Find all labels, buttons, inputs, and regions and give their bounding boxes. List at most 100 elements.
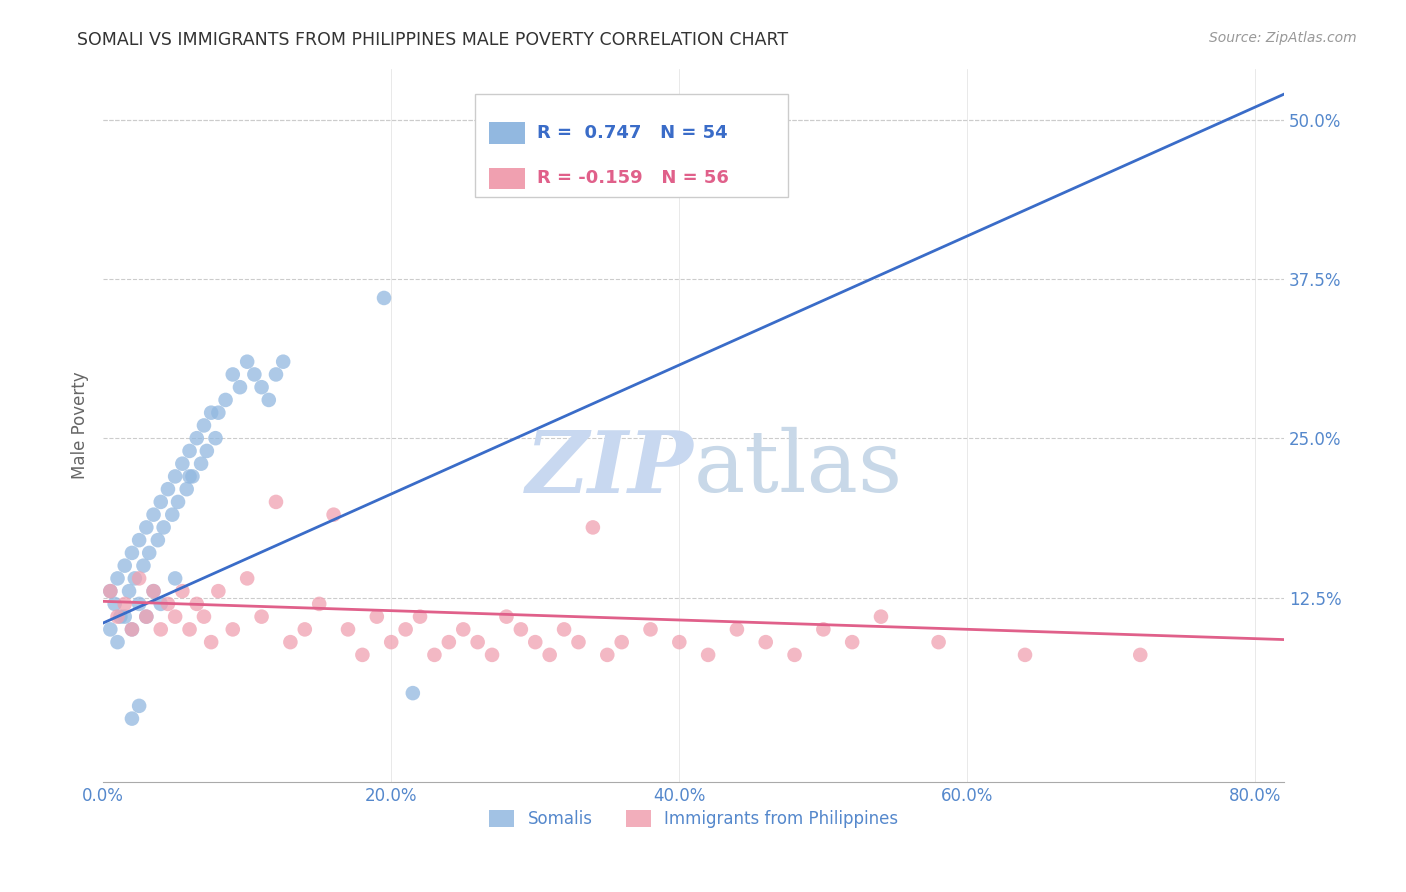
Point	[121, 546, 143, 560]
Point	[366, 609, 388, 624]
Point	[128, 597, 150, 611]
FancyBboxPatch shape	[489, 168, 524, 189]
Point	[193, 609, 215, 624]
Point	[668, 635, 690, 649]
Point	[118, 584, 141, 599]
Point	[121, 623, 143, 637]
Point	[149, 597, 172, 611]
Point	[156, 482, 179, 496]
Point	[495, 609, 517, 624]
Point	[114, 609, 136, 624]
Point	[451, 623, 474, 637]
Point	[337, 623, 360, 637]
Point	[98, 584, 121, 599]
Point	[294, 623, 316, 637]
Point	[373, 291, 395, 305]
Point	[128, 571, 150, 585]
Point	[149, 495, 172, 509]
Point	[98, 623, 121, 637]
Point	[394, 623, 416, 637]
Y-axis label: Male Poverty: Male Poverty	[72, 372, 89, 479]
Point	[162, 508, 184, 522]
Point	[538, 648, 561, 662]
Point	[132, 558, 155, 573]
Point	[271, 354, 294, 368]
Point	[200, 406, 222, 420]
Point	[467, 635, 489, 649]
Point	[214, 392, 236, 407]
Point	[250, 380, 273, 394]
Point	[104, 597, 127, 611]
FancyBboxPatch shape	[489, 122, 524, 144]
Point	[207, 406, 229, 420]
Point	[236, 571, 259, 585]
Point	[409, 609, 432, 624]
Point	[1129, 648, 1152, 662]
Point	[481, 648, 503, 662]
Point	[352, 648, 374, 662]
Point	[190, 457, 212, 471]
Point	[195, 444, 218, 458]
Point	[222, 368, 245, 382]
Point	[928, 635, 950, 649]
Point	[98, 584, 121, 599]
Point	[121, 712, 143, 726]
Point	[229, 380, 252, 394]
Point	[402, 686, 425, 700]
Point	[640, 623, 662, 637]
Point	[181, 469, 204, 483]
Text: R =  0.747   N = 54: R = 0.747 N = 54	[537, 124, 727, 142]
Point	[322, 508, 344, 522]
Point	[135, 520, 157, 534]
Point	[380, 635, 402, 649]
Point	[264, 368, 287, 382]
Point	[114, 558, 136, 573]
Point	[179, 623, 201, 637]
Point	[186, 597, 208, 611]
Point	[107, 609, 129, 624]
Point	[841, 635, 863, 649]
Point	[176, 482, 198, 496]
Point	[280, 635, 302, 649]
Point	[186, 431, 208, 445]
Point	[142, 584, 165, 599]
Point	[128, 698, 150, 713]
Text: SOMALI VS IMMIGRANTS FROM PHILIPPINES MALE POVERTY CORRELATION CHART: SOMALI VS IMMIGRANTS FROM PHILIPPINES MA…	[77, 31, 789, 49]
Point	[222, 623, 245, 637]
Point	[172, 457, 194, 471]
Point	[236, 354, 259, 368]
Text: atlas: atlas	[693, 426, 903, 510]
Point	[243, 368, 266, 382]
Point	[179, 444, 201, 458]
Point	[264, 495, 287, 509]
Point	[250, 609, 273, 624]
Point	[207, 584, 229, 599]
Text: ZIP: ZIP	[526, 426, 693, 510]
Point	[138, 546, 160, 560]
Point	[423, 648, 446, 662]
Point	[200, 635, 222, 649]
Point	[725, 623, 748, 637]
Point	[135, 609, 157, 624]
Point	[114, 597, 136, 611]
Point	[121, 623, 143, 637]
Point	[596, 648, 619, 662]
Point	[135, 609, 157, 624]
Point	[813, 623, 835, 637]
Text: Source: ZipAtlas.com: Source: ZipAtlas.com	[1209, 31, 1357, 45]
Point	[610, 635, 633, 649]
Point	[167, 495, 190, 509]
Point	[172, 584, 194, 599]
Point	[146, 533, 169, 548]
FancyBboxPatch shape	[475, 94, 789, 197]
Point	[257, 392, 280, 407]
Point	[165, 571, 187, 585]
Point	[697, 648, 720, 662]
Point	[308, 597, 330, 611]
Point	[128, 533, 150, 548]
Point	[107, 571, 129, 585]
Text: R = -0.159   N = 56: R = -0.159 N = 56	[537, 169, 728, 187]
Point	[156, 597, 179, 611]
Point	[110, 609, 132, 624]
Point	[204, 431, 226, 445]
